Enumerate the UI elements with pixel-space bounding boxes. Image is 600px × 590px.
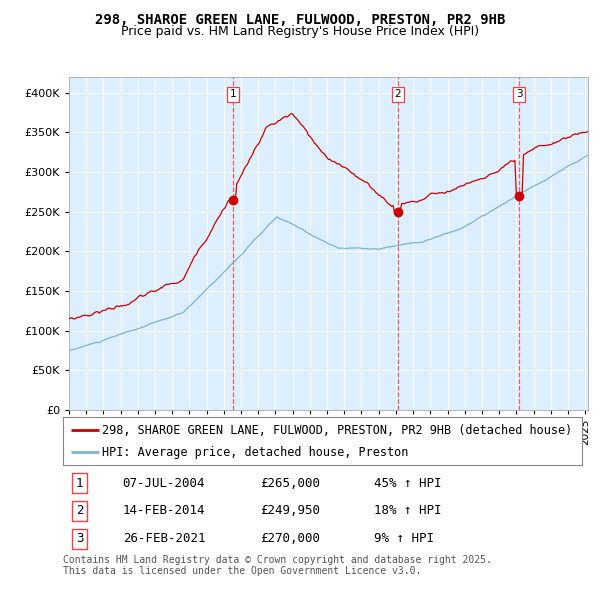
Text: 2: 2: [76, 504, 83, 517]
Text: £265,000: £265,000: [260, 477, 320, 490]
Text: 9% ↑ HPI: 9% ↑ HPI: [374, 532, 434, 545]
Text: 14-FEB-2014: 14-FEB-2014: [122, 504, 205, 517]
Text: Contains HM Land Registry data © Crown copyright and database right 2025.
This d: Contains HM Land Registry data © Crown c…: [63, 555, 492, 576]
Text: Price paid vs. HM Land Registry's House Price Index (HPI): Price paid vs. HM Land Registry's House …: [121, 25, 479, 38]
Text: 298, SHAROE GREEN LANE, FULWOOD, PRESTON, PR2 9HB: 298, SHAROE GREEN LANE, FULWOOD, PRESTON…: [95, 13, 505, 27]
Text: HPI: Average price, detached house, Preston: HPI: Average price, detached house, Pres…: [102, 446, 409, 459]
Text: £270,000: £270,000: [260, 532, 320, 545]
Text: 2: 2: [395, 89, 401, 99]
Text: 3: 3: [76, 532, 83, 545]
Text: 3: 3: [516, 89, 523, 99]
Text: 1: 1: [76, 477, 83, 490]
Text: 07-JUL-2004: 07-JUL-2004: [122, 477, 205, 490]
Text: 1: 1: [229, 89, 236, 99]
Text: 18% ↑ HPI: 18% ↑ HPI: [374, 504, 442, 517]
Text: 26-FEB-2021: 26-FEB-2021: [122, 532, 205, 545]
Text: 298, SHAROE GREEN LANE, FULWOOD, PRESTON, PR2 9HB (detached house): 298, SHAROE GREEN LANE, FULWOOD, PRESTON…: [102, 424, 572, 437]
Text: £249,950: £249,950: [260, 504, 320, 517]
Text: 45% ↑ HPI: 45% ↑ HPI: [374, 477, 442, 490]
